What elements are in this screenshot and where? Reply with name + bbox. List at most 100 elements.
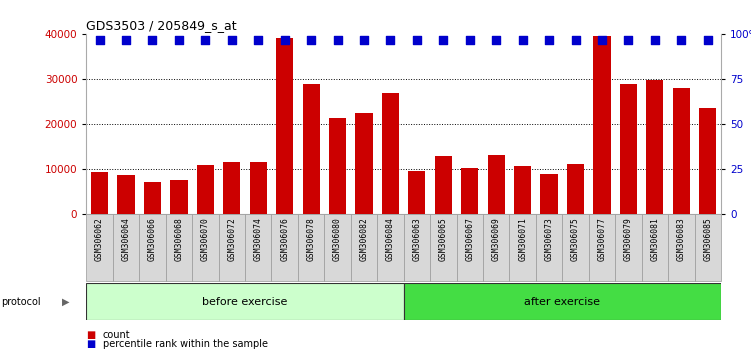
Text: GSM306085: GSM306085 (703, 217, 712, 261)
FancyBboxPatch shape (298, 214, 324, 281)
FancyBboxPatch shape (509, 214, 536, 281)
Bar (117, 175, 134, 214)
FancyBboxPatch shape (404, 283, 721, 320)
Text: ■: ■ (86, 330, 95, 340)
FancyBboxPatch shape (536, 214, 562, 281)
Text: GSM306065: GSM306065 (439, 217, 448, 261)
Bar (541, 175, 558, 214)
Bar (170, 180, 188, 214)
FancyBboxPatch shape (86, 283, 404, 320)
FancyBboxPatch shape (641, 214, 668, 281)
Point (279, 38, 291, 43)
FancyBboxPatch shape (351, 214, 377, 281)
Point (411, 38, 423, 43)
FancyBboxPatch shape (324, 214, 351, 281)
Point (543, 38, 555, 43)
Text: GSM306062: GSM306062 (95, 217, 104, 261)
Bar (461, 168, 478, 214)
FancyBboxPatch shape (562, 214, 589, 281)
FancyBboxPatch shape (695, 214, 721, 281)
Bar (647, 80, 663, 214)
Bar (197, 165, 214, 214)
FancyBboxPatch shape (245, 214, 271, 281)
Text: GSM306067: GSM306067 (466, 217, 475, 261)
FancyBboxPatch shape (86, 214, 113, 281)
Text: GSM306077: GSM306077 (598, 217, 607, 261)
Text: after exercise: after exercise (524, 297, 600, 307)
Point (358, 38, 370, 43)
Text: GSM306074: GSM306074 (254, 217, 263, 261)
Point (490, 38, 502, 43)
FancyBboxPatch shape (113, 214, 139, 281)
Point (517, 38, 529, 43)
Point (199, 38, 211, 43)
Text: GSM306081: GSM306081 (650, 217, 659, 261)
Text: GSM306063: GSM306063 (412, 217, 421, 261)
FancyBboxPatch shape (377, 214, 404, 281)
FancyBboxPatch shape (615, 214, 641, 281)
Text: GSM306064: GSM306064 (122, 217, 131, 261)
Bar (409, 171, 426, 214)
Bar (593, 36, 611, 214)
Point (331, 38, 343, 43)
FancyBboxPatch shape (457, 214, 483, 281)
Point (623, 38, 635, 43)
Text: GSM306082: GSM306082 (360, 217, 369, 261)
Text: GSM306069: GSM306069 (492, 217, 501, 261)
Point (305, 38, 317, 43)
Point (94, 38, 106, 43)
FancyBboxPatch shape (139, 214, 166, 281)
Text: GSM306083: GSM306083 (677, 217, 686, 261)
FancyBboxPatch shape (192, 214, 219, 281)
Point (437, 38, 449, 43)
Text: GSM306071: GSM306071 (518, 217, 527, 261)
FancyBboxPatch shape (219, 214, 245, 281)
Text: GDS3503 / 205849_s_at: GDS3503 / 205849_s_at (86, 19, 237, 33)
Bar (329, 119, 346, 214)
Bar (514, 166, 531, 214)
Point (146, 38, 158, 43)
Point (596, 38, 608, 43)
Point (120, 38, 132, 43)
Point (701, 38, 713, 43)
Text: GSM306080: GSM306080 (333, 217, 342, 261)
Point (675, 38, 687, 43)
Text: GSM306070: GSM306070 (201, 217, 210, 261)
Text: GSM306068: GSM306068 (174, 217, 183, 261)
Bar (620, 84, 637, 214)
Bar (144, 182, 161, 214)
Point (569, 38, 581, 43)
Bar (673, 88, 690, 214)
Bar (567, 164, 584, 214)
Text: ▶: ▶ (62, 297, 70, 307)
Text: GSM306078: GSM306078 (306, 217, 315, 261)
Text: before exercise: before exercise (202, 297, 288, 307)
FancyBboxPatch shape (271, 214, 298, 281)
Bar (91, 172, 108, 214)
Text: GSM306075: GSM306075 (571, 217, 580, 261)
Bar (276, 38, 294, 214)
Bar (303, 84, 320, 214)
Text: percentile rank within the sample: percentile rank within the sample (103, 339, 268, 349)
Point (385, 38, 397, 43)
Point (226, 38, 238, 43)
FancyBboxPatch shape (166, 214, 192, 281)
Text: count: count (103, 330, 131, 340)
Point (252, 38, 264, 43)
FancyBboxPatch shape (668, 214, 695, 281)
Bar (699, 108, 716, 214)
Text: GSM306073: GSM306073 (544, 217, 553, 261)
Text: protocol: protocol (2, 297, 41, 307)
Text: GSM306084: GSM306084 (386, 217, 395, 261)
FancyBboxPatch shape (430, 214, 457, 281)
Bar (435, 156, 452, 214)
Point (173, 38, 185, 43)
Bar (355, 113, 372, 214)
Text: ■: ■ (86, 339, 95, 349)
Bar (249, 162, 267, 214)
Text: GSM306066: GSM306066 (148, 217, 157, 261)
FancyBboxPatch shape (589, 214, 615, 281)
Bar (223, 162, 240, 214)
Point (649, 38, 661, 43)
Bar (382, 93, 399, 214)
